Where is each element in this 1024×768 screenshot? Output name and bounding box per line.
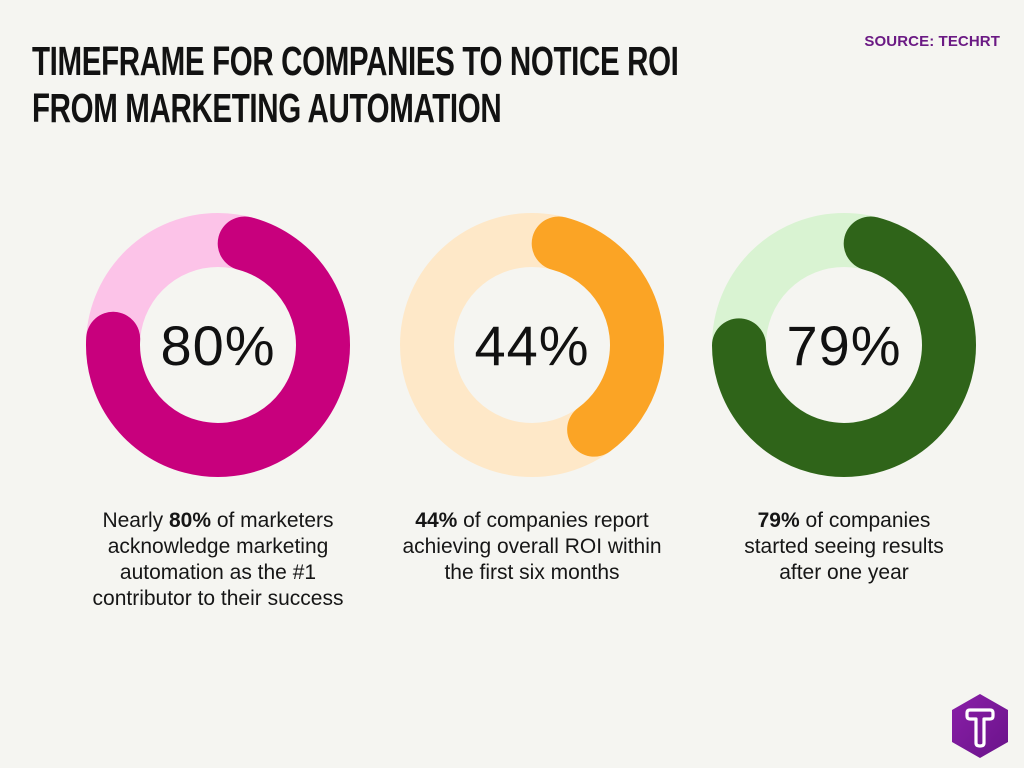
donut-chart-3: 79% [709,210,979,480]
caption-text: of marketers acknowledge marketing autom… [92,509,344,610]
caption-highlight: 44% [415,509,458,532]
stat-card-1: 80% Nearly 80% of marketers acknowledge … [68,210,368,612]
stat-caption-3: 79% of companies started seeing results … [694,508,994,586]
caption-prefix: Nearly [102,509,169,532]
caption-highlight: 80% [168,509,211,532]
caption-text: of companies report achieving overall RO… [402,509,662,584]
stat-caption-2: 44% of companies report achieving overal… [382,508,682,586]
donut-ring-3 [712,213,976,477]
donut-ring-1 [86,213,350,477]
stat-card-3: 79% 79% of companies started seeing resu… [694,210,994,586]
donut-value-2: 44% [474,313,590,377]
donut-chart-1: 80% [83,210,353,480]
techrt-logo-icon [952,694,1008,758]
caption-text: of companies started seeing results afte… [744,509,944,584]
donut-value-1: 80% [160,313,276,377]
title-line-1: TIMEFRAME FOR COMPANIES TO NOTICE ROI [32,38,679,84]
source-label: SOURCE: TECHRT [864,33,1000,50]
stat-card-2: 44% 44% of companies report achieving ov… [382,210,682,586]
caption-highlight: 79% [757,509,800,532]
stat-caption-1: Nearly 80% of marketers acknowledge mark… [68,508,368,612]
donut-value-3: 79% [786,313,902,377]
title-line-2: FROM MARKETING AUTOMATION [32,85,502,131]
page-title: TIMEFRAME FOR COMPANIES TO NOTICE ROI FR… [32,38,752,132]
donut-chart-2: 44% [397,210,667,480]
donut-ring-2 [400,213,664,477]
